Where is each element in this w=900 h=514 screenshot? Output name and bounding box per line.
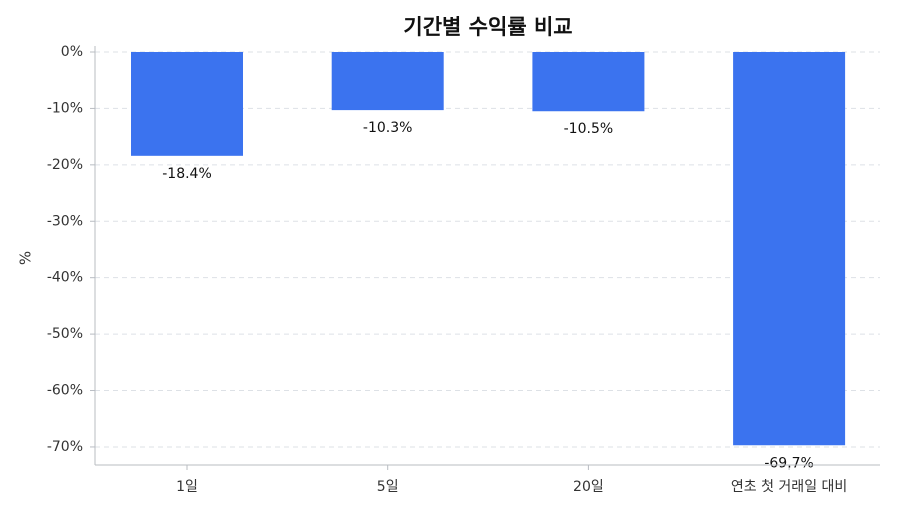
value-label: -18.4% [162, 166, 212, 182]
y-tick-label: -30% [47, 213, 83, 229]
bar [331, 52, 444, 111]
bar [733, 52, 846, 446]
x-tick-label: 5일 [377, 479, 399, 495]
bar [131, 52, 243, 156]
x-tick-label: 20일 [573, 479, 604, 495]
value-label: -10.3% [363, 120, 413, 136]
y-tick-label: -10% [47, 100, 83, 116]
y-tick-label: -40% [47, 270, 83, 286]
value-label: -69.7% [764, 455, 814, 471]
y-tick-label: -50% [47, 326, 83, 342]
y-tick-label: -70% [47, 439, 83, 455]
y-tick-label: 0% [61, 44, 83, 60]
y-tick-label: -20% [47, 157, 83, 173]
x-tick-label: 연초 첫 거래일 대비 [731, 479, 847, 495]
chart-title: 기간별 수익률 비교 [403, 15, 572, 39]
value-label: -10.5% [564, 121, 614, 137]
y-tick-label: -60% [47, 383, 83, 399]
y-axis-label: % [17, 251, 35, 265]
bar [532, 52, 645, 112]
x-tick-label: 1일 [176, 479, 198, 495]
